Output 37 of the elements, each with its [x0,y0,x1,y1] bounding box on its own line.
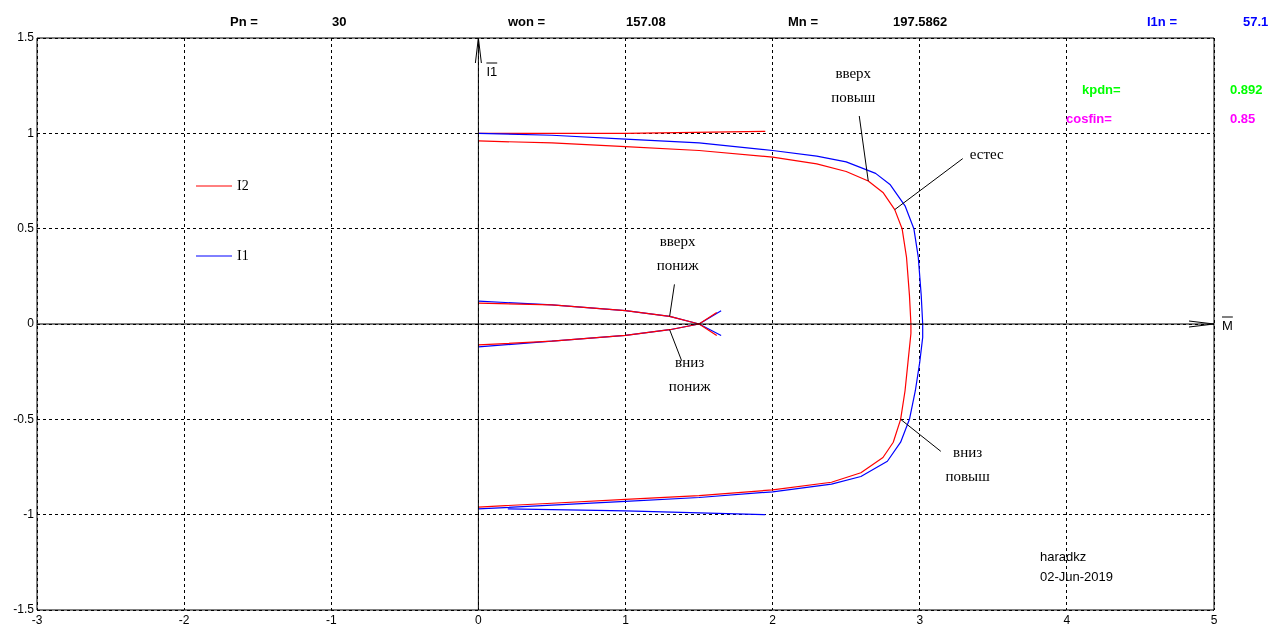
y-tick-label: -1 [23,506,35,521]
text: 157.08 [626,13,666,29]
x-tick-label: 2 [769,612,777,627]
text: Pn = [230,13,259,29]
annotation: вверх повыш [831,64,876,105]
x-tick-label: -2 [178,612,190,627]
x-tick-label: -1 [325,612,337,627]
annotation: естес [969,145,1005,162]
y-tick-label: 0 [27,316,35,331]
x-tick-label: 5 [1210,612,1218,627]
y-tick-label: -0.5 [13,411,35,426]
text: 197.5862 [893,13,948,29]
text: 0.85 [1230,110,1256,126]
annotation: cosfin= [1066,110,1113,126]
y-axis-title: I1 [486,63,498,79]
text: 30 [332,13,347,29]
y-tick-label: 1.5 [17,30,35,45]
x-tick-label: 1 [622,612,630,627]
x-tick-label: 3 [916,612,924,627]
x-tick-label: 4 [1063,612,1071,627]
y-tick-label: 0.5 [17,220,35,235]
legend-label: I2 [237,177,249,193]
annotation: вниз пониж [668,353,712,394]
annotation: kpdn= [1082,81,1122,97]
x-axis-title: M [1222,317,1233,333]
text: 0.892 [1230,81,1263,97]
annotation: вверх пониж [656,233,700,274]
text: won = [507,13,546,29]
annotation: 02-Jun-2019 [1040,568,1113,584]
legend-label: I1 [237,247,249,263]
text: Mn = [788,13,819,29]
text: 57.1 [1243,13,1269,29]
y-tick-label: 1 [27,125,35,140]
annotation: вниз повыш [945,444,991,485]
annotation: haradkz [1040,548,1087,564]
x-tick-label: 0 [475,612,483,627]
text: I1n = [1147,13,1178,29]
